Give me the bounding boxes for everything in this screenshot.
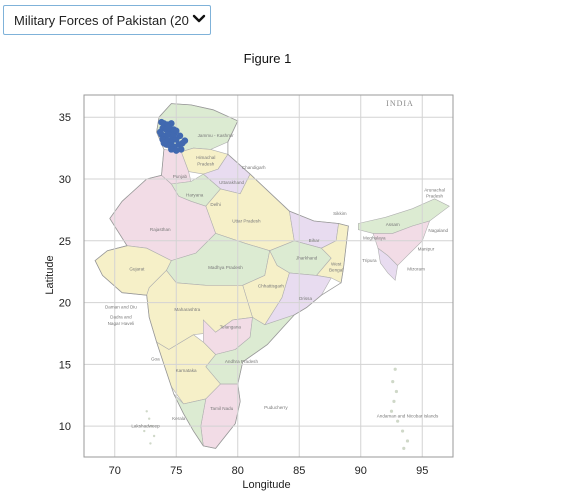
island <box>389 409 394 413</box>
y-tick-label: 20 <box>59 298 71 310</box>
data-point <box>160 139 168 147</box>
map-place-label: Puducherry <box>264 405 288 410</box>
map-place-label: Orissa <box>299 296 313 301</box>
y-tick-label: 35 <box>59 112 71 124</box>
map-place-label: Andhra Pradesh <box>225 359 259 364</box>
island <box>143 429 146 433</box>
x-tick-label: 90 <box>355 465 367 477</box>
grid <box>84 95 453 457</box>
map-place-label: Pradesh <box>426 194 444 199</box>
data-point <box>176 132 184 140</box>
map-place-label: Chhattisgarh <box>258 284 284 289</box>
map-place-label: Bengal <box>329 268 343 273</box>
island <box>145 410 148 413</box>
map-place-label: Kerala <box>172 416 186 421</box>
island <box>392 399 396 404</box>
data-point <box>179 139 186 147</box>
map-place-label: Goa <box>151 357 160 362</box>
map-place-label: Sikkim <box>333 211 347 216</box>
figure-title: Figure 1 <box>243 51 292 66</box>
map-place-label: Nagar Haveli <box>108 321 135 326</box>
map-place-label: Andaman and Nicobar Islands <box>377 413 439 418</box>
map-place-label: Punjab <box>173 174 188 179</box>
map-outline <box>94 103 349 449</box>
map-place-label: Meghalaya <box>363 236 386 241</box>
island <box>394 389 399 394</box>
island <box>147 417 151 420</box>
x-axis-label: Longitude <box>242 479 290 491</box>
map-place-label: Arunachal <box>424 187 445 192</box>
map-place-label: Rajasthan <box>150 227 171 232</box>
y-tick-label: 15 <box>59 359 71 371</box>
map-place-label: Lakshadweep <box>131 423 160 428</box>
map-place-label: Jammu - Kashmir <box>198 133 234 138</box>
island <box>400 429 405 433</box>
map-place-label: Manipur <box>418 247 435 252</box>
x-tick-label: 80 <box>232 465 244 477</box>
map-place-label: Daman and Diu <box>105 305 137 310</box>
data-points <box>156 118 189 154</box>
plot-frame <box>83 94 454 458</box>
x-tick-label: 75 <box>170 465 182 477</box>
island <box>402 446 406 450</box>
map-place-label: Chandigarh <box>242 165 266 170</box>
map-place-label: West <box>331 261 342 266</box>
map-place-label: Assam <box>386 222 400 227</box>
map-heading: INDIA <box>386 99 414 108</box>
island <box>405 439 410 443</box>
map-place-label: Jharkhand <box>296 255 318 260</box>
map-place-label: Maharashtra <box>174 307 200 312</box>
data-point <box>172 127 180 135</box>
chevron-down-icon <box>192 14 206 23</box>
island <box>152 434 156 438</box>
map-place-label: Uttar Pradesh <box>232 218 261 223</box>
x-tick-label: 70 <box>109 465 121 477</box>
map-place-label: Pradesh <box>197 161 215 166</box>
data-point <box>177 146 185 153</box>
map-place-label: Telangana <box>220 325 242 330</box>
map-place-label: Madhya Pradesh <box>208 265 243 270</box>
x-tick-label: 85 <box>293 465 305 477</box>
island <box>391 380 395 384</box>
map-place-label: Bihar <box>309 238 320 243</box>
axes: 70 75 80 85 90 95 10 15 20 25 30 35 Longitude Latitud… <box>44 94 454 491</box>
y-tick-label: 10 <box>59 421 71 433</box>
map-place-label: Tamil Nadu <box>210 406 233 411</box>
dataset-select[interactable]: Military Forces of Pakistan (20 <box>3 5 211 35</box>
data-point <box>156 128 164 136</box>
data-point <box>165 123 173 131</box>
island <box>149 442 152 445</box>
map-place-label: Mizoram <box>407 266 425 271</box>
map-place-label: Tripura <box>362 258 377 263</box>
map-region <box>377 247 398 281</box>
map-place-label: Himachal <box>196 155 215 160</box>
map-place-label: Delhi <box>210 202 220 207</box>
y-axis-label: Latitude <box>44 255 56 294</box>
dataset-select-value: Military Forces of Pakistan (20 <box>14 12 189 28</box>
x-tick-label: 95 <box>416 465 428 477</box>
map-place-label: Uttarakhand <box>219 180 244 185</box>
india-map <box>94 103 450 450</box>
map-place-label: Gujarat <box>129 266 145 271</box>
map-place-label: Nagaland <box>428 228 448 233</box>
island <box>396 419 400 423</box>
map-place-label: Karnataka <box>176 368 197 373</box>
island <box>393 367 397 371</box>
y-tick-label: 25 <box>59 236 71 248</box>
map-place-label: Haryana <box>186 192 204 197</box>
map-place-label: Dadra and <box>110 315 132 320</box>
y-tick-label: 30 <box>59 174 71 186</box>
